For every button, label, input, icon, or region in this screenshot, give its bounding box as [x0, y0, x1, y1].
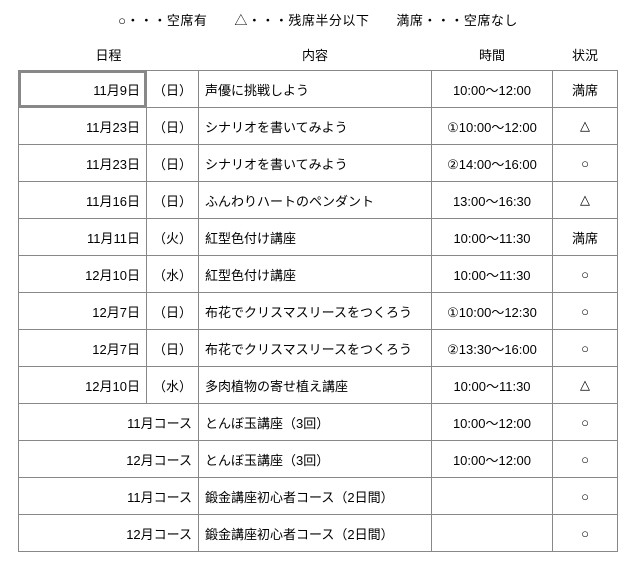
header-status: 状況	[553, 39, 618, 71]
cell-status: ○	[553, 515, 618, 552]
cell-date: 12月コース	[19, 441, 199, 478]
cell-status: ○	[553, 256, 618, 293]
cell-day: （日）	[147, 330, 199, 367]
cell-day: （日）	[147, 71, 199, 108]
cell-time: 10:00～12:00	[432, 441, 553, 478]
header-time: 時間	[432, 39, 553, 71]
cell-day: （日）	[147, 145, 199, 182]
cell-day: （水）	[147, 256, 199, 293]
cell-date: 11月23日	[19, 108, 147, 145]
cell-date: 11月11日	[19, 219, 147, 256]
cell-status: ○	[553, 441, 618, 478]
table-row: 12月10日（水）紅型色付け講座10:00～11:30○	[19, 256, 618, 293]
cell-date: 12月7日	[19, 293, 147, 330]
cell-date: 11月コース	[19, 478, 199, 515]
cell-time: 10:00～12:00	[432, 404, 553, 441]
cell-content: とんぼ玉講座（3回）	[199, 441, 432, 478]
cell-status: ○	[553, 404, 618, 441]
cell-time	[432, 515, 553, 552]
cell-time: 13:00～16:30	[432, 182, 553, 219]
cell-content: ふんわりハートのペンダント	[199, 182, 432, 219]
table-row: 11月23日（日）シナリオを書いてみよう①10:00～12:00△	[19, 108, 618, 145]
cell-time: 10:00～12:00	[432, 71, 553, 108]
cell-time: 10:00～11:30	[432, 256, 553, 293]
cell-content: 鍛金講座初心者コース（2日間）	[199, 515, 432, 552]
cell-status: ○	[553, 330, 618, 367]
table-row: 12月7日（日）布花でクリスマスリースをつくろう②13:30～16:00○	[19, 330, 618, 367]
cell-status: ○	[553, 478, 618, 515]
cell-status: 満席	[553, 71, 618, 108]
cell-content: 声優に挑戦しよう	[199, 71, 432, 108]
cell-content: 布花でクリスマスリースをつくろう	[199, 330, 432, 367]
cell-status: △	[553, 367, 618, 404]
cell-status: 満席	[553, 219, 618, 256]
cell-time: ①10:00～12:30	[432, 293, 553, 330]
table-row: 11月コースとんぼ玉講座（3回）10:00～12:00○	[19, 404, 618, 441]
schedule-table: 日程 内容 時間 状況 11月9日（日）声優に挑戦しよう10:00～12:00満…	[18, 39, 618, 552]
cell-content: 紅型色付け講座	[199, 256, 432, 293]
header-content: 内容	[199, 39, 432, 71]
cell-time: ①10:00～12:00	[432, 108, 553, 145]
table-row: 12月コース鍛金講座初心者コース（2日間） ○	[19, 515, 618, 552]
cell-date: 12月7日	[19, 330, 147, 367]
cell-time	[432, 478, 553, 515]
cell-date: 11月9日	[19, 71, 147, 108]
cell-status: △	[553, 108, 618, 145]
cell-content: 鍛金講座初心者コース（2日間）	[199, 478, 432, 515]
table-row: 11月9日（日）声優に挑戦しよう10:00～12:00満席	[19, 71, 618, 108]
cell-date: 11月16日	[19, 182, 147, 219]
cell-day: （火）	[147, 219, 199, 256]
table-row: 12月7日（日）布花でクリスマスリースをつくろう①10:00～12:30○	[19, 293, 618, 330]
cell-day: （日）	[147, 182, 199, 219]
cell-content: 布花でクリスマスリースをつくろう	[199, 293, 432, 330]
cell-day: （日）	[147, 108, 199, 145]
table-row: 11月16日（日）ふんわりハートのペンダント13:00～16:30△	[19, 182, 618, 219]
cell-day: （水）	[147, 367, 199, 404]
legend-text: ○・・・空席有 △・・・残席半分以下 満席・・・空席なし	[18, 10, 618, 29]
table-row: 11月23日（日）シナリオを書いてみよう②14:00～16:00○	[19, 145, 618, 182]
cell-time: ②13:30～16:00	[432, 330, 553, 367]
table-row: 12月10日（水）多肉植物の寄せ植え講座10:00～11:30△	[19, 367, 618, 404]
cell-date: 12月10日	[19, 256, 147, 293]
cell-status: ○	[553, 293, 618, 330]
cell-time: 10:00～11:30	[432, 219, 553, 256]
cell-content: シナリオを書いてみよう	[199, 145, 432, 182]
cell-content: シナリオを書いてみよう	[199, 108, 432, 145]
cell-content: 紅型色付け講座	[199, 219, 432, 256]
cell-date: 11月コース	[19, 404, 199, 441]
cell-day: （日）	[147, 293, 199, 330]
header-date: 日程	[19, 39, 199, 71]
cell-content: とんぼ玉講座（3回）	[199, 404, 432, 441]
table-row: 12月コースとんぼ玉講座（3回）10:00～12:00○	[19, 441, 618, 478]
cell-status: ○	[553, 145, 618, 182]
cell-time: ②14:00～16:00	[432, 145, 553, 182]
table-row: 11月コース鍛金講座初心者コース（2日間） ○	[19, 478, 618, 515]
cell-time: 10:00～11:30	[432, 367, 553, 404]
table-row: 11月11日（火）紅型色付け講座10:00～11:30満席	[19, 219, 618, 256]
cell-status: △	[553, 182, 618, 219]
cell-date: 12月コース	[19, 515, 199, 552]
cell-date: 11月23日	[19, 145, 147, 182]
cell-date: 12月10日	[19, 367, 147, 404]
cell-content: 多肉植物の寄せ植え講座	[199, 367, 432, 404]
header-row: 日程 内容 時間 状況	[19, 39, 618, 71]
